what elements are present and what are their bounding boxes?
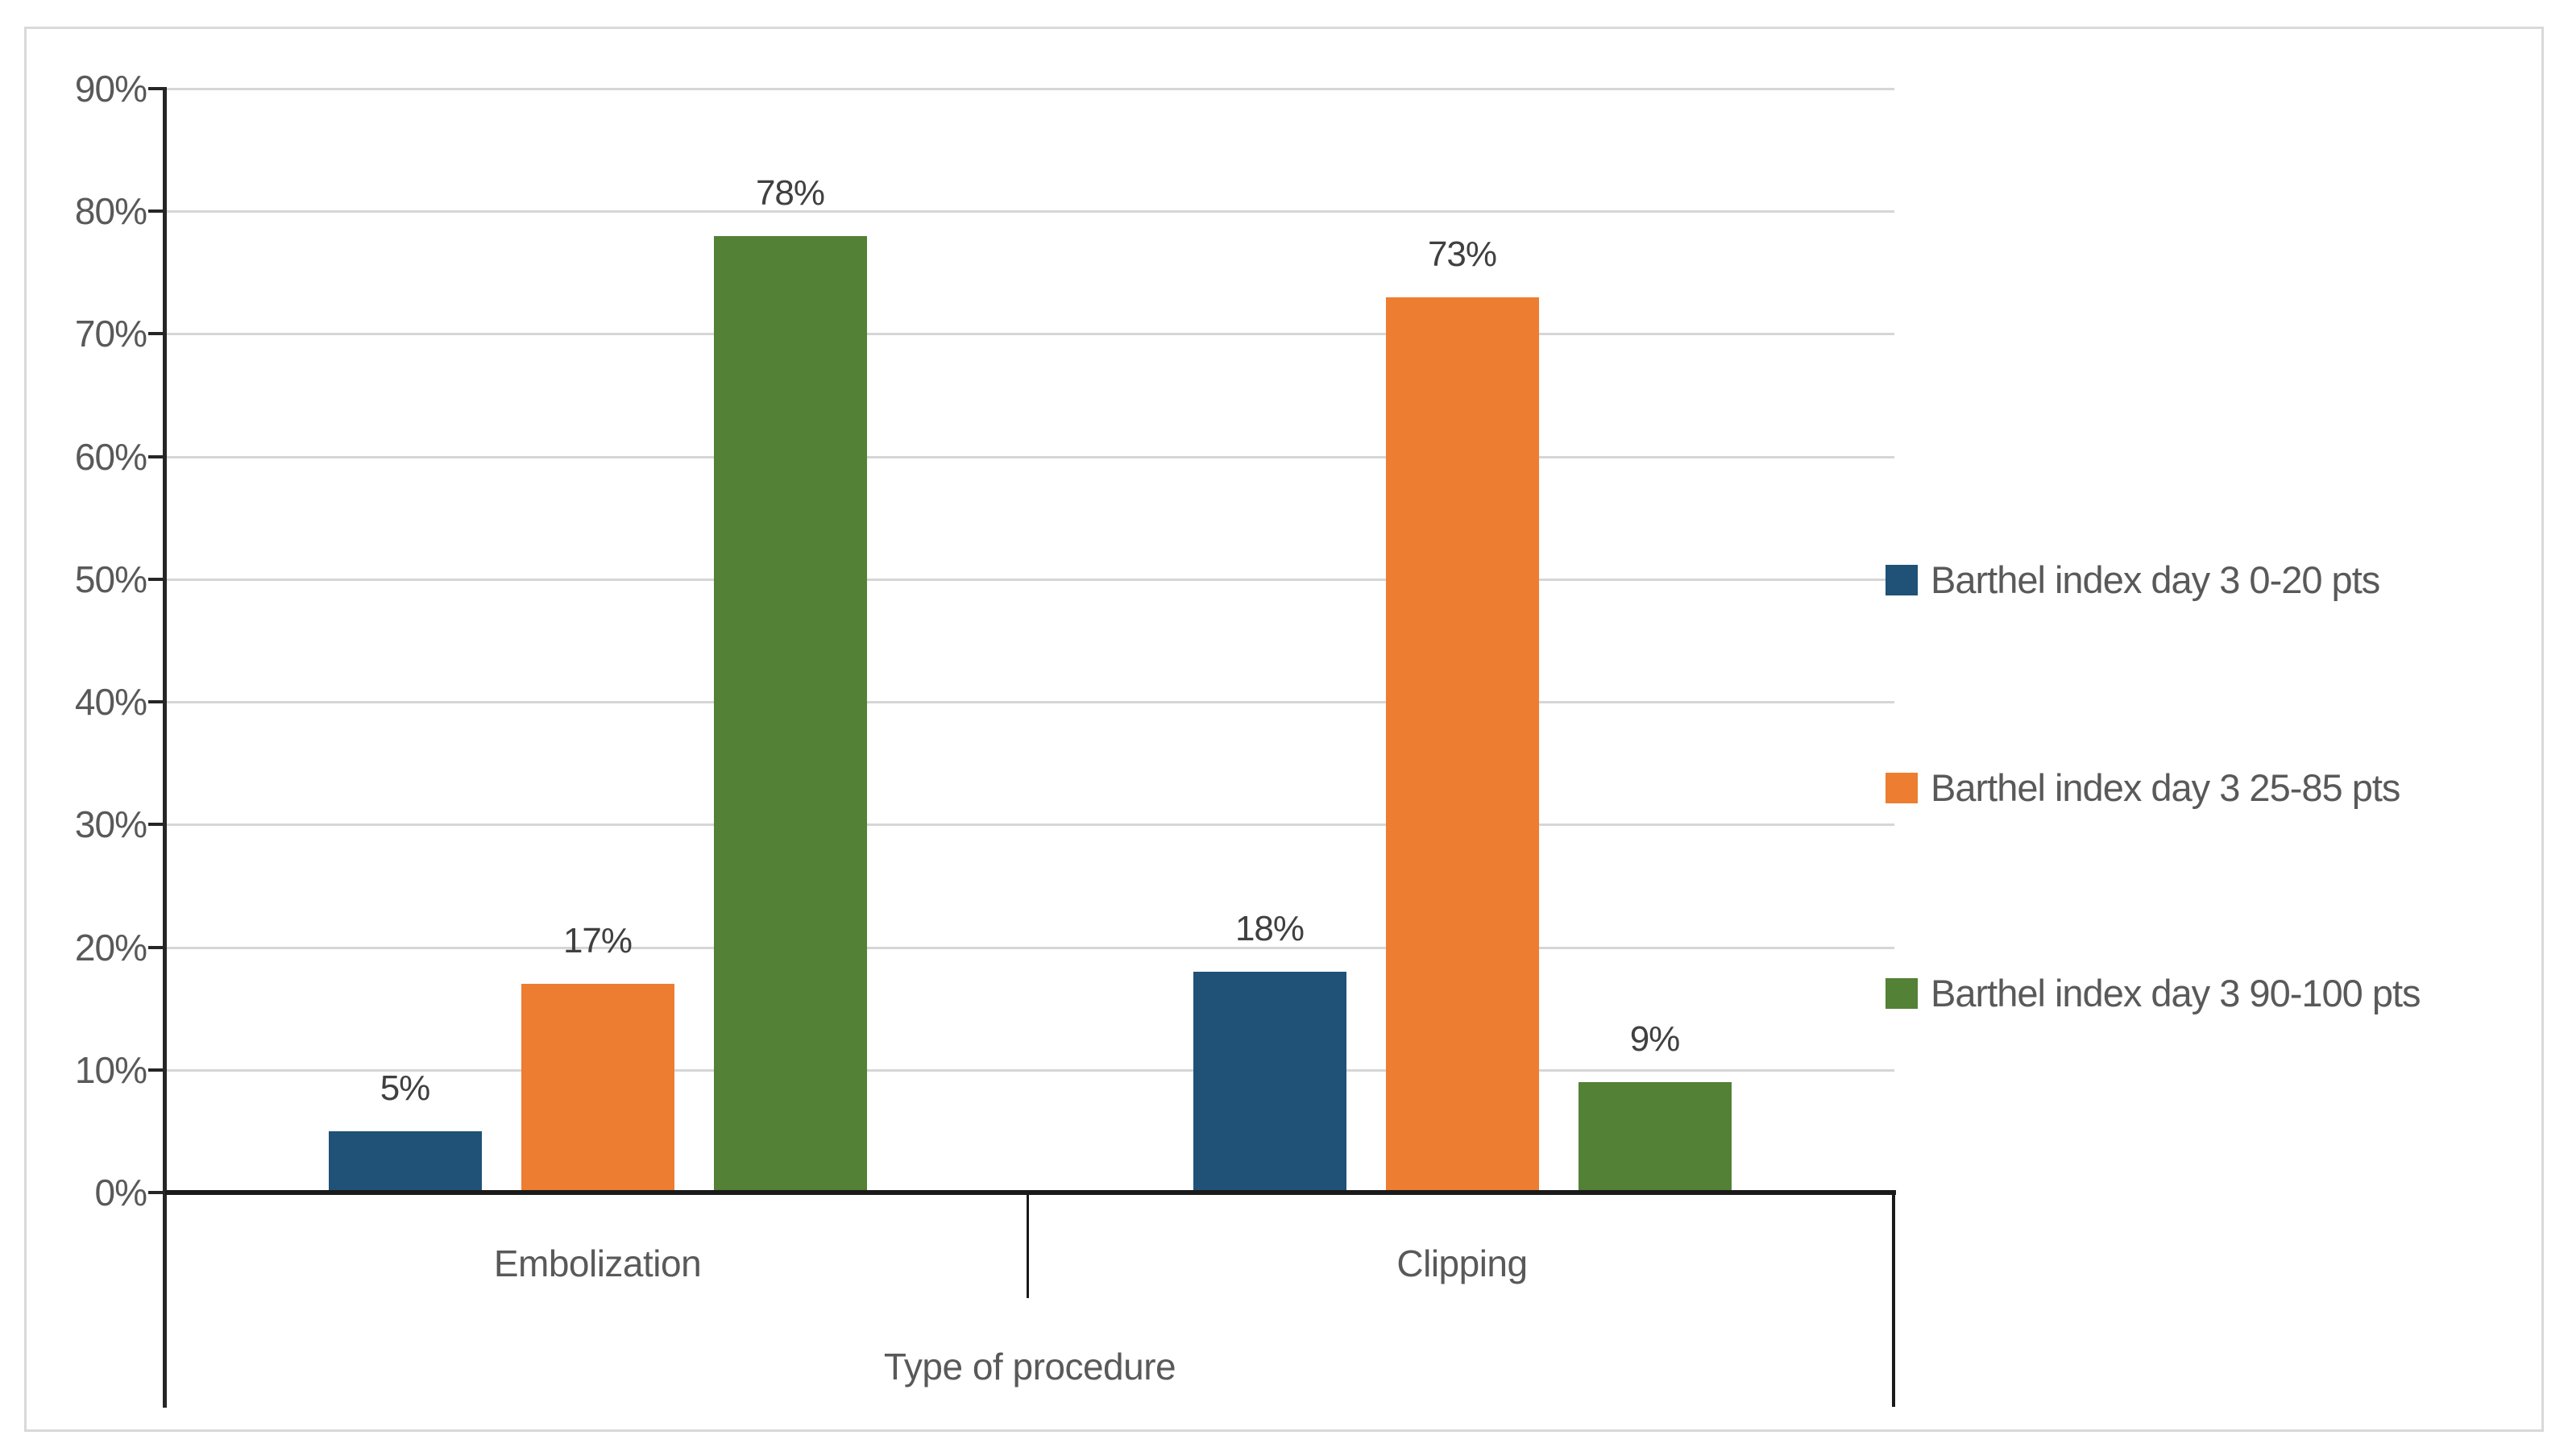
- gridline-60%: [165, 455, 1894, 458]
- bar-embolization-series-1: [521, 984, 674, 1193]
- y-tick-50%: [148, 577, 165, 581]
- category-label-embolization: Embolization: [493, 1242, 702, 1284]
- y-axis-label-20%: 20%: [74, 926, 147, 969]
- legend-marker-icon: [1886, 773, 1918, 803]
- y-tick-90%: [148, 87, 165, 90]
- y-axis-label-10%: 10%: [74, 1048, 147, 1091]
- bar-value-label-embolization-series-0: 5%: [380, 1068, 431, 1108]
- legend-item-1: Barthel index day 3 25-85 pts: [1886, 767, 2400, 809]
- y-axis-label-80%: 80%: [74, 190, 147, 233]
- y-tick-70%: [148, 332, 165, 336]
- gridline-20%: [165, 946, 1894, 949]
- chart-frame: [24, 27, 2544, 1432]
- y-axis-label-70%: 70%: [74, 313, 147, 355]
- y-tick-0%: [148, 1191, 165, 1194]
- bar-value-label-embolization-series-1: 17%: [562, 921, 633, 961]
- x-axis-line: [165, 1190, 1896, 1195]
- y-tick-30%: [148, 823, 165, 827]
- y-axis-label-60%: 60%: [74, 435, 147, 478]
- legend-marker-icon: [1886, 978, 1918, 1009]
- gridline-70%: [165, 333, 1894, 336]
- category-separator-middle: [1027, 1195, 1029, 1298]
- y-tick-10%: [148, 1068, 165, 1072]
- y-tick-40%: [148, 700, 165, 704]
- legend-marker-icon: [1886, 565, 1918, 595]
- bar-embolization-series-0: [328, 1130, 482, 1193]
- legend-label-2: Barthel index day 3 90-100 pts: [1931, 972, 2421, 1014]
- gridline-50%: [165, 578, 1894, 581]
- bar-value-label-clipping-series-0: 18%: [1234, 909, 1305, 948]
- bar-clipping-series-0: [1193, 972, 1346, 1193]
- y-axis-label-30%: 30%: [74, 803, 147, 846]
- legend-item-0: Barthel index day 3 0-20 pts: [1886, 558, 2380, 601]
- gridline-80%: [165, 210, 1894, 214]
- y-axis-label-50%: 50%: [74, 558, 147, 600]
- bar-value-label-clipping-series-1: 73%: [1427, 234, 1497, 274]
- x-axis-title: Type of procedure: [883, 1346, 1176, 1388]
- category-label-clipping: Clipping: [1396, 1242, 1528, 1284]
- gridline-10%: [165, 1068, 1894, 1072]
- gridline-40%: [165, 701, 1894, 704]
- gridline-30%: [165, 823, 1894, 827]
- y-tick-80%: [148, 209, 165, 214]
- y-axis-label-0%: 0%: [94, 1172, 147, 1213]
- legend-label-1: Barthel index day 3 25-85 pts: [1931, 766, 2400, 809]
- category-separator-right: [1892, 1195, 1895, 1407]
- y-axis-line: [163, 87, 167, 1408]
- y-tick-20%: [148, 945, 165, 949]
- legend-label-0: Barthel index day 3 0-20 pts: [1931, 558, 2380, 601]
- bar-value-label-embolization-series-2: 78%: [755, 172, 825, 213]
- bar-value-label-clipping-series-2: 9%: [1629, 1019, 1681, 1059]
- bar-clipping-series-1: [1385, 297, 1539, 1193]
- y-axis-label-90%: 90%: [74, 68, 147, 110]
- bar-embolization-series-2: [713, 235, 867, 1193]
- legend-item-2: Barthel index day 3 90-100 pts: [1886, 973, 2421, 1014]
- gridline-90%: [165, 88, 1894, 90]
- y-tick-60%: [148, 454, 165, 458]
- y-axis-label-40%: 40%: [74, 681, 147, 724]
- bar-clipping-series-2: [1578, 1082, 1732, 1193]
